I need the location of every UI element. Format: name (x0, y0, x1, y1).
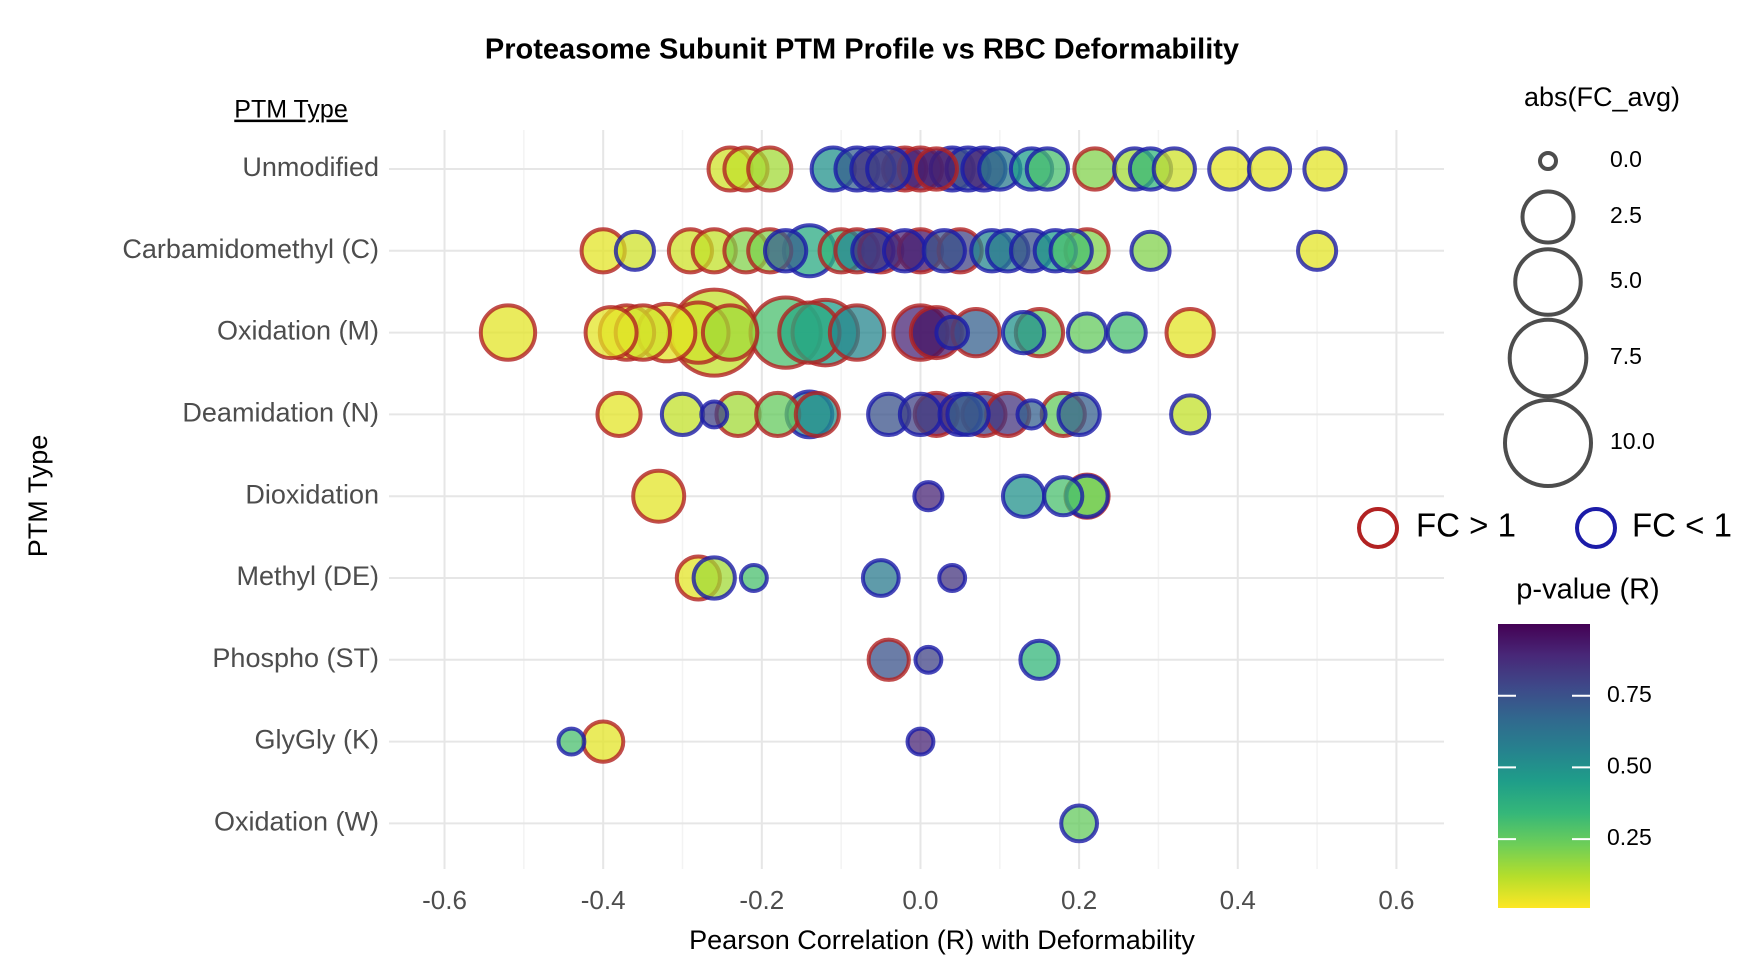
bubble (860, 558, 901, 598)
bubble (595, 390, 643, 438)
color-legend-title: p-value (R) (1516, 574, 1659, 606)
bubble (866, 637, 911, 682)
bubble (613, 229, 656, 272)
colorbar-label: 0.25 (1607, 824, 1652, 850)
x-tick-label: 0.6 (1378, 885, 1414, 915)
bubble (913, 146, 959, 192)
bubble (1164, 306, 1216, 359)
bubble (1296, 229, 1339, 272)
bubble (921, 228, 967, 274)
size-legend-label: 2.5 (1610, 202, 1642, 228)
bubble (1018, 638, 1061, 681)
bubble (581, 719, 626, 764)
bubble (691, 555, 737, 601)
bubble (738, 563, 769, 593)
bubble (945, 391, 991, 438)
bubble (1048, 228, 1094, 274)
bubble (913, 644, 944, 675)
legend-label: FC > 1 (1416, 507, 1516, 544)
bubble (937, 563, 968, 593)
category-header: PTM Type (234, 96, 347, 124)
y-tick-label: GlyGly (K) (255, 725, 380, 755)
bubble (1302, 146, 1348, 192)
x-tick-label: -0.2 (739, 885, 784, 915)
size-legend-key (1520, 189, 1576, 245)
x-tick-label: -0.4 (581, 885, 626, 915)
bubble (1129, 229, 1172, 272)
y-tick-label: Deamidation (N) (182, 398, 379, 428)
bubble (700, 303, 760, 362)
bubble (1207, 146, 1253, 192)
bubble (746, 145, 794, 193)
bubble (1024, 146, 1071, 192)
bubble (1059, 803, 1100, 844)
bubble (865, 145, 913, 193)
bubble (793, 390, 841, 438)
bubble (631, 468, 687, 524)
bubble (583, 305, 639, 361)
bubble (754, 390, 802, 438)
legend-key (1575, 507, 1617, 549)
colorbar (1498, 624, 1590, 908)
bubble (1042, 475, 1085, 518)
colorbar-label: 0.75 (1607, 681, 1652, 707)
legend-key (1357, 507, 1399, 549)
y-tick-label: Oxidation (M) (217, 316, 379, 346)
y-tick-label: Oxidation (W) (214, 807, 379, 837)
y-tick-label: Methyl (DE) (236, 561, 379, 591)
bubble (1000, 473, 1047, 519)
size-legend-key (1503, 398, 1593, 488)
bubble (827, 303, 887, 362)
colorbar-label: 0.50 (1607, 753, 1652, 779)
bubble (556, 726, 587, 757)
bubble (1246, 146, 1293, 192)
bubble (897, 391, 944, 438)
x-tick-label: -0.6 (422, 885, 467, 915)
x-axis-title: Pearson Correlation (R) with Deformabili… (689, 925, 1195, 955)
bubble (1105, 311, 1148, 354)
x-tick-label: 0.4 (1220, 885, 1256, 915)
y-axis-title: PTM Type (23, 435, 53, 558)
bubble (1151, 146, 1197, 192)
bubble (478, 303, 538, 362)
bubble (659, 391, 706, 438)
y-tick-label: Unmodified (242, 152, 379, 182)
bubble (1000, 309, 1047, 356)
x-tick-label: 0.0 (902, 885, 938, 915)
size-legend-label: 0.0 (1610, 146, 1642, 172)
bubble (1056, 391, 1102, 438)
bubble (1072, 146, 1118, 192)
bubble (934, 314, 971, 351)
bubble (881, 228, 928, 274)
bubble (1015, 398, 1048, 431)
y-tick-label: Phospho (ST) (212, 643, 379, 673)
size-legend-label: 7.5 (1610, 343, 1642, 369)
bubble (699, 399, 730, 430)
size-legend-label: 5.0 (1610, 267, 1642, 293)
size-legend-key (1513, 247, 1583, 317)
size-legend-title: abs(FC_avg) (1524, 82, 1680, 112)
size-legend-label: 10.0 (1610, 428, 1655, 454)
y-tick-label: Dioxidation (245, 479, 379, 509)
chart-title: Proteasome Subunit PTM Profile vs RBC De… (485, 34, 1239, 66)
legend-label: FC < 1 (1632, 507, 1732, 544)
bubble (762, 228, 809, 274)
bubble (1169, 393, 1212, 436)
bubble (905, 726, 936, 757)
bubble (1065, 311, 1109, 354)
x-tick-label: 0.2 (1061, 885, 1097, 915)
y-tick-label: Carbamidomethyl (C) (122, 234, 379, 264)
bubble (912, 480, 945, 513)
size-legend-key (1538, 151, 1558, 171)
size-legend-key (1507, 317, 1589, 399)
